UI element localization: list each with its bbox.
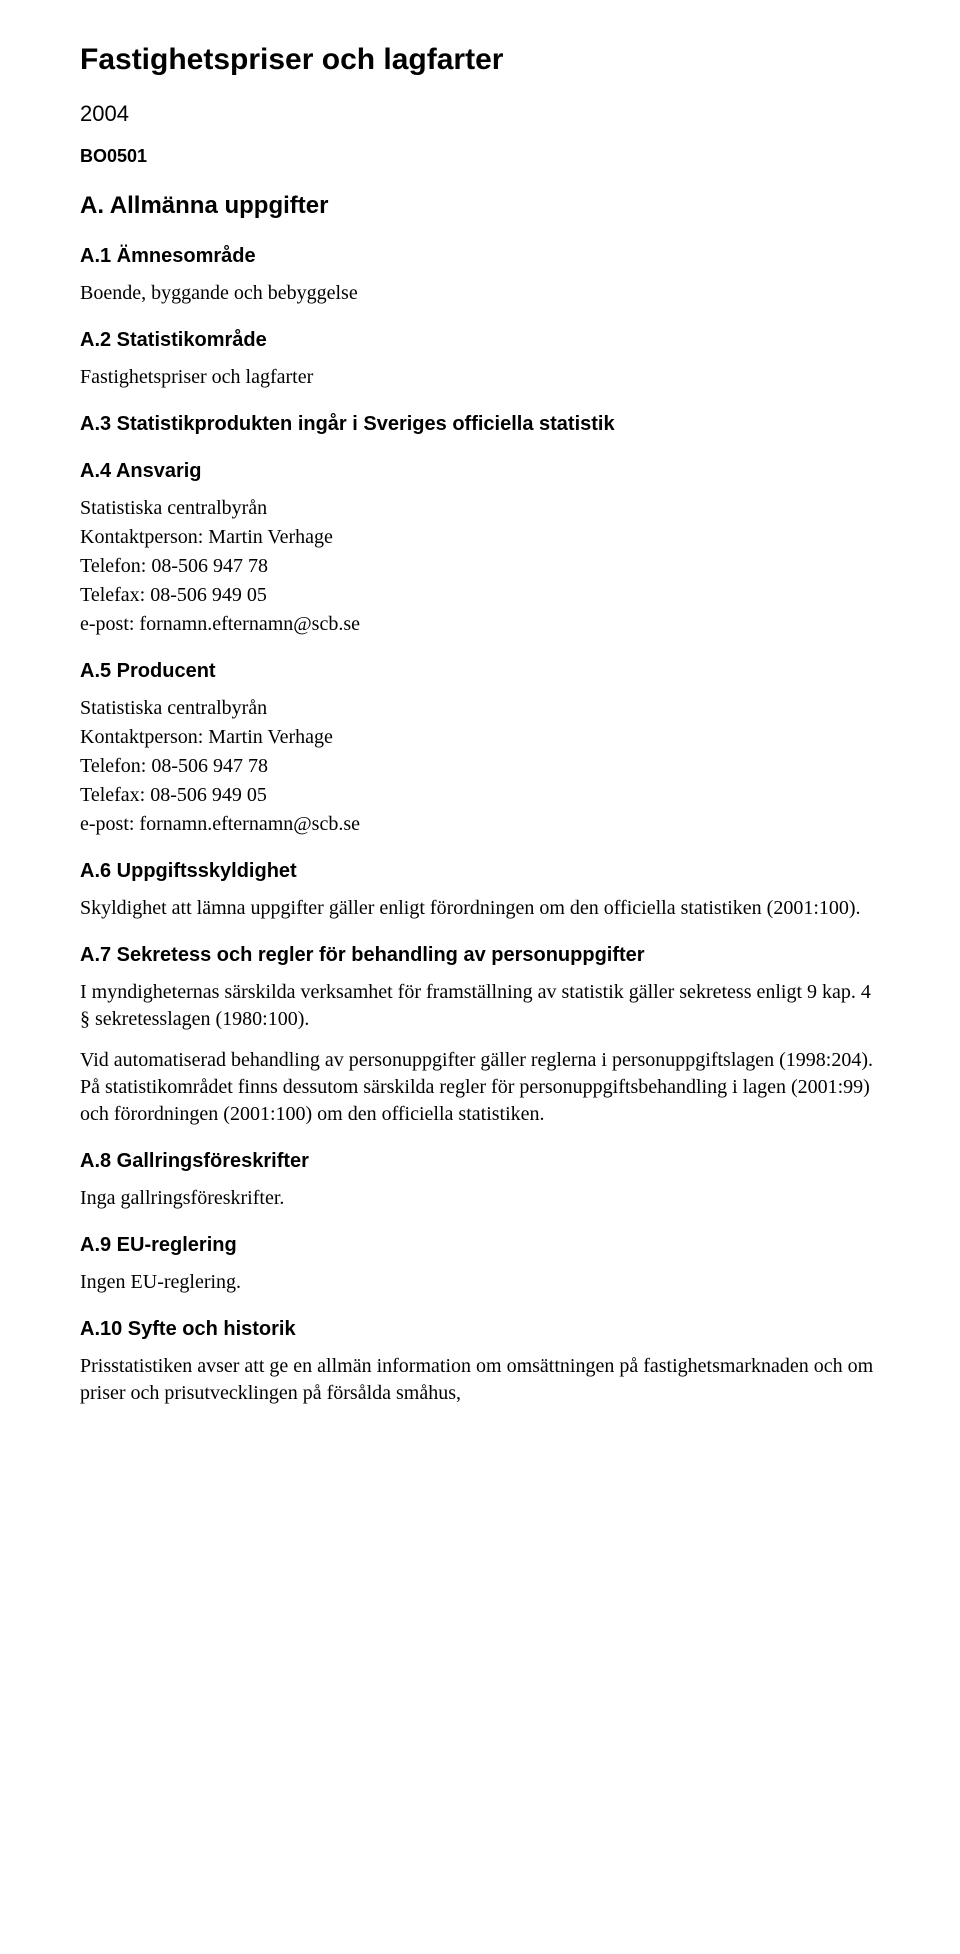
doc-year: 2004	[80, 99, 880, 129]
a7-p1: I myndigheternas särskilda verksamhet fö…	[80, 979, 880, 1033]
a4-contact: Kontaktperson: Martin Verhage	[80, 524, 880, 551]
a2-body: Fastighetspriser och lagfarter	[80, 364, 880, 391]
a9-body: Ingen EU-reglering.	[80, 1269, 880, 1296]
a4-phone: Telefon: 08-506 947 78	[80, 553, 880, 580]
a8-body: Inga gallringsföreskrifter.	[80, 1185, 880, 1212]
a7-heading: A.7 Sekretess och regler för behandling …	[80, 942, 880, 969]
a5-fax: Telefax: 08-506 949 05	[80, 782, 880, 809]
a5-heading: A.5 Producent	[80, 658, 880, 685]
a5-phone: Telefon: 08-506 947 78	[80, 753, 880, 780]
a1-body: Boende, byggande och bebyggelse	[80, 280, 880, 307]
a4-heading: A.4 Ansvarig	[80, 458, 880, 485]
a4-org: Statistiska centralbyrån	[80, 495, 880, 522]
a3-heading: A.3 Statistikprodukten ingår i Sveriges …	[80, 411, 880, 438]
a10-body: Prisstatistiken avser att ge en allmän i…	[80, 1353, 880, 1407]
doc-title: Fastighetspriser och lagfarter	[80, 40, 880, 81]
a10-heading: A.10 Syfte och historik	[80, 1316, 880, 1343]
section-a-heading: A. Allmänna uppgifter	[80, 190, 880, 222]
doc-code: BO0501	[80, 144, 880, 168]
a4-contact-block: Statistiska centralbyrån Kontaktperson: …	[80, 495, 880, 638]
a5-contact: Kontaktperson: Martin Verhage	[80, 724, 880, 751]
a6-heading: A.6 Uppgiftsskyldighet	[80, 858, 880, 885]
a9-heading: A.9 EU-reglering	[80, 1232, 880, 1259]
a7-p2: Vid automatiserad behandling av personup…	[80, 1047, 880, 1128]
a8-heading: A.8 Gallringsföreskrifter	[80, 1148, 880, 1175]
a4-fax: Telefax: 08-506 949 05	[80, 582, 880, 609]
a1-heading: A.1 Ämnesområde	[80, 243, 880, 270]
a4-email: e-post: fornamn.efternamn@scb.se	[80, 611, 880, 638]
a6-body: Skyldighet att lämna uppgifter gäller en…	[80, 895, 880, 922]
a2-heading: A.2 Statistikområde	[80, 327, 880, 354]
a5-contact-block: Statistiska centralbyrån Kontaktperson: …	[80, 695, 880, 838]
a5-org: Statistiska centralbyrån	[80, 695, 880, 722]
a5-email: e-post: fornamn.efternamn@scb.se	[80, 811, 880, 838]
